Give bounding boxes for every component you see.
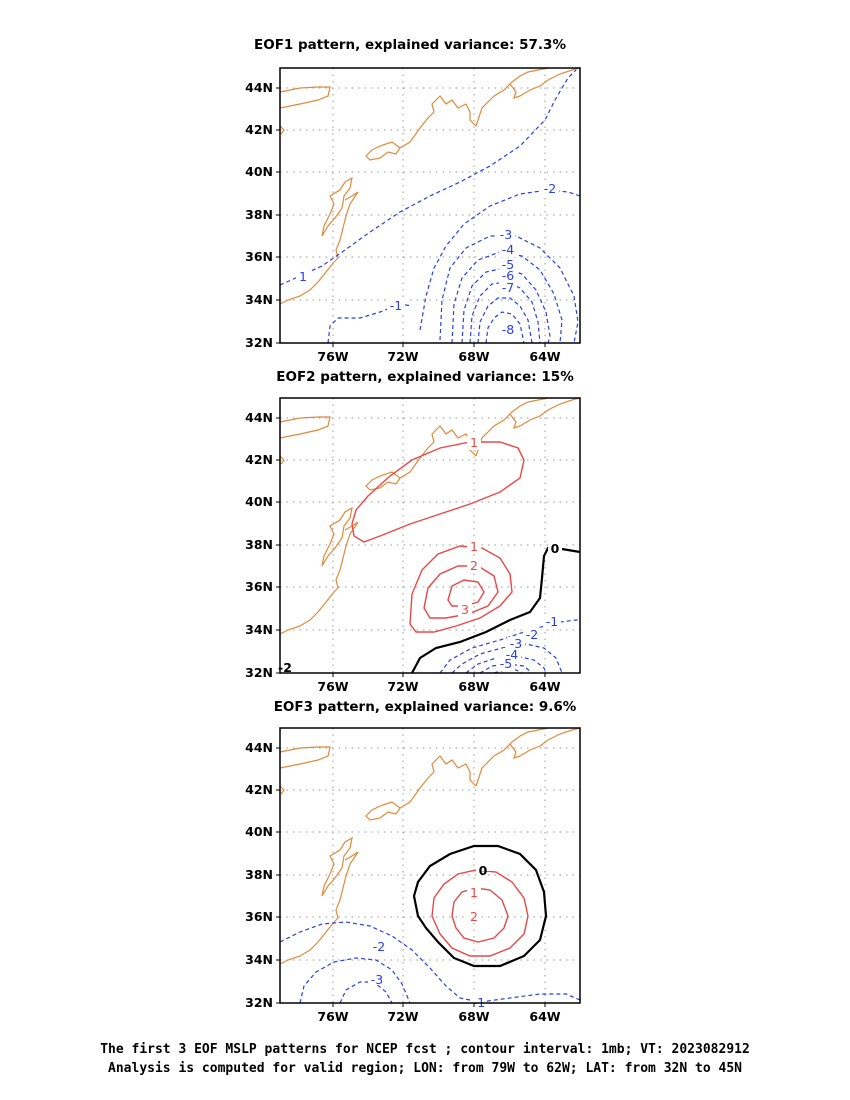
- panel-title: EOF3 pattern, explained variance: 9.6%: [274, 699, 577, 715]
- caption-line-1: The first 3 EOF MSLP patterns for NCEP f…: [100, 1042, 750, 1057]
- lat-tick-label: 36N: [245, 909, 273, 924]
- panel-eof2: EOF2 pattern, explained variance: 15%: [245, 369, 581, 694]
- contour-label: -6: [502, 268, 515, 283]
- lat-tick-label: 44N: [245, 80, 273, 95]
- lat-ticks: [276, 87, 546, 347]
- contour-label: -3: [500, 227, 512, 242]
- lat-labels: 44N 42N 40N 38N 36N 34N 32N: [245, 740, 273, 1010]
- contour-label: 1: [470, 435, 478, 450]
- contour-label: -4: [502, 242, 515, 257]
- lat-labels: 44N 42N 40N 38N 36N 34N 32N: [245, 80, 273, 350]
- contour-labels: 1 1 2 3 0 -1 -2 -3 -4 -5 -2: [277, 435, 562, 675]
- lat-tick-label: 40N: [245, 824, 273, 839]
- lat-tick-label: 38N: [245, 537, 273, 552]
- lat-tick-label: 44N: [245, 410, 273, 425]
- lat-tick-label: 34N: [245, 292, 273, 307]
- lon-tick-label: 68W: [458, 349, 489, 364]
- map-frame: [279, 67, 581, 344]
- contour-label: -5: [502, 257, 514, 272]
- contour-label: 1: [299, 269, 307, 284]
- lon-tick-label: 72W: [387, 349, 418, 364]
- lat-tick-label: 34N: [245, 622, 273, 637]
- lon-tick-label: 64W: [529, 1009, 560, 1024]
- contour-label: -8: [502, 322, 515, 337]
- contour-label: 3: [461, 602, 469, 617]
- panel-eof3: EOF3 pattern, explained variance: 9.6%: [245, 699, 581, 1024]
- contour-label: -3: [510, 636, 522, 651]
- lon-tick-label: 76W: [317, 679, 348, 694]
- lat-tick-label: 32N: [245, 995, 273, 1010]
- contours: [279, 844, 581, 1004]
- lat-tick-label: 36N: [245, 249, 273, 264]
- contour-labels: 1 -2 -3 -4 -5 -6 -7 -8 -1: [296, 181, 559, 337]
- coastline: [279, 397, 581, 635]
- contour-label: 0: [551, 541, 560, 556]
- contour-label: -2: [373, 939, 385, 954]
- contour-label: 2: [470, 909, 478, 924]
- lat-tick-label: 40N: [245, 164, 273, 179]
- contour-label: -1: [390, 298, 402, 313]
- lat-labels: 44N 42N 40N 38N 36N 34N 32N: [245, 410, 273, 680]
- lon-labels: 76W 72W 68W 64W: [317, 349, 560, 364]
- contour-label: -2: [544, 181, 556, 196]
- contour-labels: 0 1 2 -2 -3 -1: [368, 857, 490, 1010]
- contour-label: -2: [278, 660, 292, 675]
- lon-labels: 76W 72W 68W 64W: [317, 1009, 560, 1024]
- contour-label: -2: [526, 627, 538, 642]
- contour-label: 1: [470, 539, 478, 554]
- contours: [279, 69, 581, 344]
- map-grid: [280, 68, 580, 343]
- contour-label: -1: [546, 614, 558, 629]
- lon-tick-label: 72W: [387, 679, 418, 694]
- lat-tick-label: 44N: [245, 740, 273, 755]
- lat-ticks: [276, 417, 546, 677]
- lon-tick-label: 64W: [529, 349, 560, 364]
- lat-tick-label: 38N: [245, 867, 273, 882]
- contour-label: 1: [470, 885, 478, 900]
- lon-tick-label: 68W: [458, 679, 489, 694]
- contour-label: -3: [371, 972, 383, 987]
- lat-ticks: [276, 747, 546, 1007]
- lon-tick-label: 72W: [387, 1009, 418, 1024]
- coastline: [279, 727, 581, 965]
- panel-title: EOF2 pattern, explained variance: 15%: [276, 369, 574, 385]
- lat-tick-label: 38N: [245, 207, 273, 222]
- lat-tick-label: 32N: [245, 335, 273, 350]
- lon-tick-label: 68W: [458, 1009, 489, 1024]
- lon-labels: 76W 72W 68W 64W: [317, 679, 560, 694]
- lon-tick-label: 64W: [529, 679, 560, 694]
- lat-tick-label: 42N: [245, 122, 273, 137]
- panel-eof1: EOF1 pattern, explained variance: 57.3%: [245, 37, 581, 364]
- map-grid: [280, 728, 580, 1003]
- coastline: [279, 67, 581, 305]
- lat-tick-label: 40N: [245, 494, 273, 509]
- lat-tick-label: 32N: [245, 665, 273, 680]
- map-frame: [279, 727, 581, 1004]
- lat-tick-label: 42N: [245, 452, 273, 467]
- lat-tick-label: 42N: [245, 782, 273, 797]
- map-frame: [279, 397, 581, 674]
- lat-tick-label: 34N: [245, 952, 273, 967]
- contour-label: 0: [479, 863, 488, 878]
- lon-tick-label: 76W: [317, 1009, 348, 1024]
- lon-tick-label: 76W: [317, 349, 348, 364]
- contour-label: -5: [500, 656, 512, 671]
- lat-tick-label: 36N: [245, 579, 273, 594]
- contour-label: -7: [502, 280, 514, 295]
- caption-line-2: Analysis is computed for valid region; L…: [108, 1061, 742, 1076]
- panel-title: EOF1 pattern, explained variance: 57.3%: [254, 37, 566, 53]
- contour-label: 2: [470, 558, 478, 573]
